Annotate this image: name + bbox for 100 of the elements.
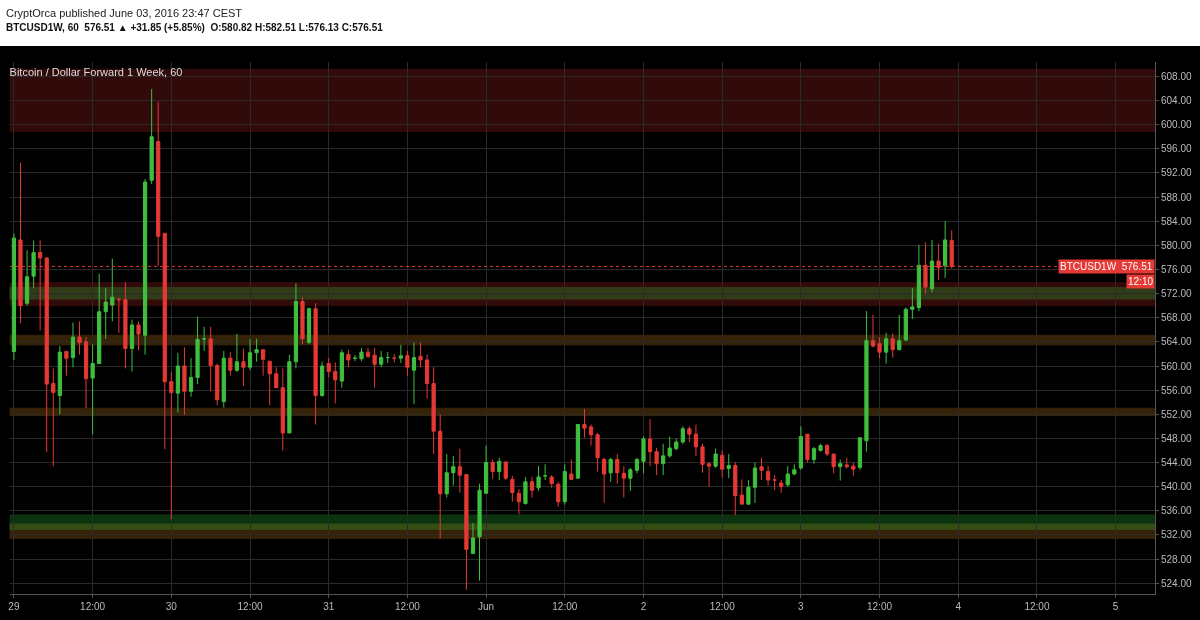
candlestick	[765, 465, 771, 486]
candlestick	[320, 361, 325, 398]
candlestick	[483, 445, 489, 495]
candlestick	[51, 367, 56, 467]
candlestick	[772, 474, 777, 491]
x-tick-label: 12:00	[1024, 601, 1050, 612]
candlestick	[523, 476, 528, 506]
candlestick	[569, 458, 574, 481]
candlestick	[497, 457, 502, 481]
candlestick	[857, 436, 862, 471]
candlestick	[733, 462, 738, 516]
candlestick	[83, 336, 89, 409]
y-tick-label: 532.00	[1161, 529, 1193, 541]
candlestick	[149, 88, 154, 185]
candlestick	[870, 314, 876, 348]
candlestick	[582, 408, 587, 439]
candlestick	[556, 481, 561, 508]
candlestick	[792, 463, 797, 476]
candlestick	[890, 332, 895, 359]
y-tick-label: 540.00	[1161, 481, 1193, 493]
candlestick	[31, 240, 36, 289]
candlestick	[713, 448, 718, 469]
candlestick	[916, 244, 922, 312]
candlestick	[287, 354, 292, 434]
text: BTCUSD1W, 60 576.51 ▲ +31.85 (+5.85%) O:580.82 H:582.51 L:576.13 C:576.51	[6, 22, 384, 33]
candlestick	[90, 343, 95, 435]
candlestick	[411, 341, 417, 405]
candlestick	[667, 436, 672, 459]
candlestick	[877, 336, 882, 359]
x-tick-label: 12:00	[867, 601, 893, 612]
x-tick-label: 4	[955, 601, 962, 612]
y-tick-label: 556.00	[1161, 384, 1193, 396]
y-tick-label: 592.00	[1161, 167, 1193, 179]
candlestick	[752, 462, 758, 504]
candlestick	[805, 433, 810, 464]
candlestick	[123, 281, 128, 369]
candlestick	[588, 424, 594, 447]
candlestick	[903, 306, 908, 342]
candlestick	[844, 457, 849, 470]
candlestick	[300, 296, 305, 345]
candlestick	[359, 347, 364, 362]
candlestick	[438, 413, 443, 540]
candlestick	[785, 465, 790, 488]
x-tick-label: 12:00	[552, 601, 578, 612]
y-tick-label: 548.00	[1161, 432, 1193, 444]
candlestick	[175, 352, 180, 413]
candlestick	[543, 463, 548, 481]
candlestick	[536, 465, 541, 492]
candlestick	[24, 249, 30, 307]
candlestick	[103, 287, 108, 340]
candlestick	[575, 424, 581, 479]
candlestick	[549, 474, 554, 489]
candlestick	[365, 347, 371, 359]
candlestick	[208, 326, 213, 392]
y-tick-label: 544.00	[1161, 457, 1193, 469]
candlestick	[431, 366, 436, 455]
candlestick	[746, 479, 751, 506]
candlestick	[372, 347, 377, 389]
candlestick	[293, 282, 299, 369]
candlestick	[405, 350, 410, 377]
candlestick	[116, 296, 121, 334]
candlestick	[70, 322, 76, 368]
x-tick-label: 31	[323, 601, 335, 612]
candlestick	[136, 320, 141, 351]
candlestick	[779, 479, 784, 494]
candlestick	[346, 349, 351, 368]
candlestick	[647, 418, 653, 467]
candlestick	[811, 446, 817, 465]
candlestick	[503, 461, 508, 481]
candlestick	[306, 306, 312, 345]
y-tick-label: 604.00	[1161, 95, 1193, 107]
candlestick	[234, 333, 240, 373]
candlestick	[418, 341, 423, 368]
x-tick-label: 12:00	[237, 601, 263, 612]
candlestick	[510, 475, 515, 503]
x-tick-label: 12:00	[709, 601, 736, 612]
candlestick	[241, 348, 246, 387]
candlestick	[897, 314, 902, 351]
candlestick	[254, 338, 259, 363]
candlestick	[595, 432, 600, 473]
candlestick	[274, 366, 279, 389]
candlestick	[267, 360, 272, 406]
candlestick	[339, 349, 344, 389]
candlestick	[654, 447, 659, 476]
candlestick	[864, 310, 869, 453]
candlestick	[529, 476, 535, 498]
x-tick-label: 5	[1112, 601, 1119, 612]
y-tick-label: 600.00	[1161, 119, 1193, 131]
candlestick	[444, 453, 449, 498]
y-tick-label: 572.00	[1161, 288, 1193, 300]
candlestick	[661, 443, 666, 476]
candlestick	[693, 424, 699, 457]
candlestick	[451, 455, 456, 486]
candlestick	[477, 483, 482, 582]
candlestick	[398, 344, 403, 364]
candlestick	[621, 465, 626, 498]
y-tick-label: 560.00	[1161, 360, 1193, 372]
candlestick	[943, 220, 948, 279]
candlestick	[910, 287, 915, 320]
candlestick	[221, 350, 226, 409]
